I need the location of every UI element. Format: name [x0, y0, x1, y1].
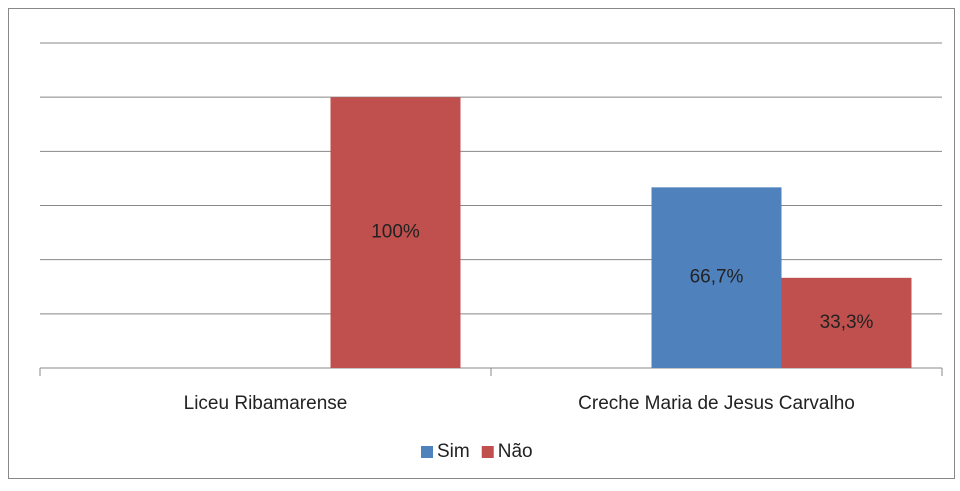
- bar: [651, 187, 782, 368]
- bar: [781, 277, 912, 368]
- legend-swatch: [481, 446, 494, 458]
- x-tick-label: Liceu Ribamarense: [184, 393, 348, 414]
- legend-label: Não: [498, 441, 533, 462]
- data-label: 33,3%: [820, 312, 874, 333]
- data-label: 66,7%: [690, 267, 744, 288]
- legend-label: Sim: [437, 441, 470, 462]
- data-label: 100%: [371, 222, 420, 243]
- chart-border: [8, 8, 955, 479]
- x-tick-label: Creche Maria de Jesus Carvalho: [578, 393, 855, 414]
- bar: [330, 97, 461, 369]
- legend-swatch: [421, 446, 433, 458]
